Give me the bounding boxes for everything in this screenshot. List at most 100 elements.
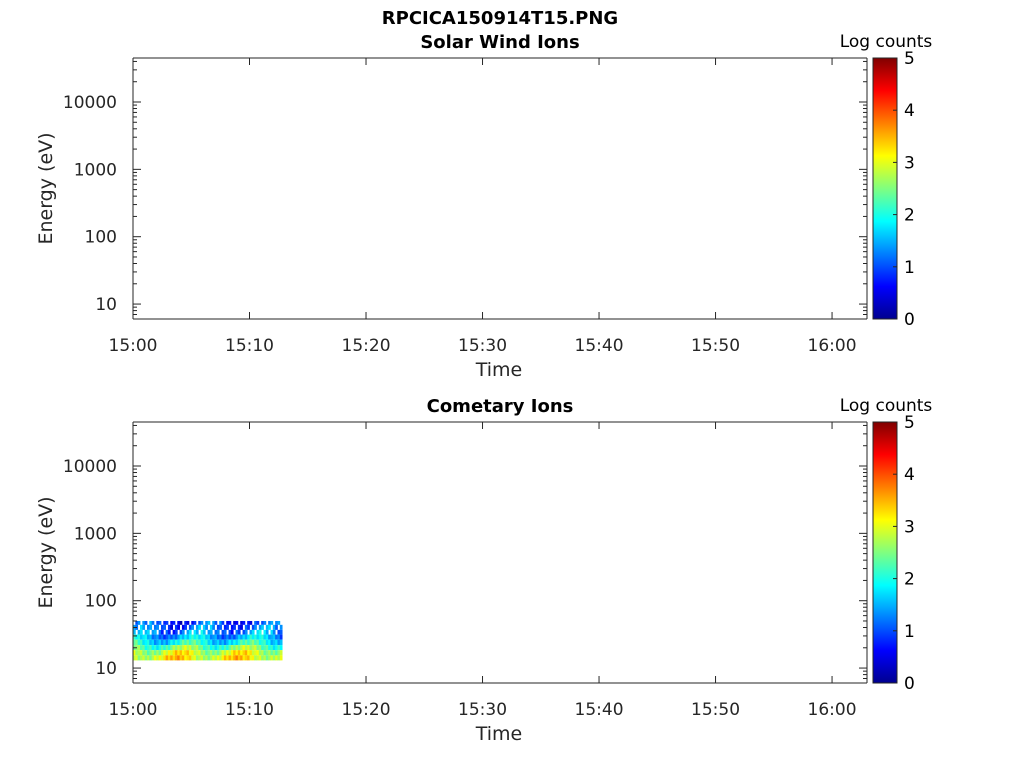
data-cell — [163, 624, 167, 630]
data-cell — [207, 645, 211, 651]
x-tick-label: 15:00 — [109, 336, 158, 356]
data-cell — [198, 650, 201, 656]
data-cell — [263, 655, 267, 661]
data-cell — [137, 629, 141, 635]
data-cell — [237, 634, 241, 640]
data-cell — [165, 634, 169, 640]
data-cell — [244, 639, 248, 646]
data-cell — [237, 629, 241, 635]
data-cell — [254, 639, 257, 646]
data-cell — [256, 634, 260, 640]
data-cell — [202, 634, 206, 640]
data-cell — [186, 639, 190, 646]
data-cell — [160, 634, 164, 640]
data-cell — [174, 650, 178, 656]
data-cell — [179, 645, 183, 651]
data-cell — [265, 634, 269, 640]
data-cell — [226, 639, 229, 646]
data-cell — [172, 620, 176, 625]
data-cell — [226, 655, 229, 661]
data-cell — [165, 655, 169, 661]
data-cell — [202, 624, 206, 630]
data-cell — [146, 634, 150, 640]
data-cell — [247, 620, 250, 625]
colorbar: Log counts 0 1 2 3 4 5 — [840, 396, 933, 694]
data-cell — [272, 624, 276, 630]
colorbar-tick-label: 4 — [904, 101, 915, 121]
x-tick-label: 15:10 — [225, 336, 274, 356]
data-cell — [156, 624, 160, 630]
data-cell — [184, 639, 187, 646]
data-cell — [142, 624, 146, 630]
data-cell — [226, 620, 229, 625]
data-cell — [167, 645, 171, 651]
data-cell — [146, 645, 150, 651]
data-cell — [268, 634, 271, 640]
data-cell — [153, 655, 157, 661]
colorbar-gradient — [873, 58, 897, 319]
data-cell — [212, 639, 215, 646]
data-cell — [270, 645, 274, 651]
data-cell — [270, 629, 274, 635]
data-cell — [219, 645, 222, 651]
data-cell — [198, 620, 201, 625]
data-cell — [268, 650, 271, 656]
data-cell — [186, 634, 190, 640]
data-cell — [188, 639, 192, 646]
data-cell — [263, 629, 267, 635]
colorbar-tick-label: 5 — [904, 413, 915, 433]
data-cell — [228, 645, 232, 651]
data-cell — [135, 650, 139, 656]
data-cell — [193, 645, 197, 651]
data-cell — [200, 639, 204, 646]
data-cell — [261, 639, 264, 646]
x-tick-label: 15:40 — [575, 700, 624, 720]
data-cell — [163, 634, 167, 640]
data-cell — [188, 629, 192, 635]
data-cell — [261, 655, 264, 661]
data-cell — [212, 645, 215, 651]
data-cell — [200, 620, 204, 625]
data-cell — [272, 655, 276, 661]
data-cell — [265, 645, 269, 651]
data-cell — [177, 650, 180, 656]
data-cell — [172, 634, 176, 640]
data-cell — [160, 624, 164, 630]
panel-title: Cometary Ions — [427, 396, 574, 417]
colorbar-label: Log counts — [840, 396, 933, 416]
data-cell — [256, 645, 260, 651]
data-cell — [200, 650, 204, 656]
data-cell — [207, 620, 211, 625]
data-cell — [186, 629, 190, 635]
data-cell — [151, 629, 155, 635]
data-cell — [279, 639, 283, 646]
data-cell — [133, 639, 136, 646]
data-cell — [158, 650, 162, 656]
data-cell — [160, 655, 164, 661]
data-cell — [226, 634, 229, 640]
data-cell — [270, 620, 274, 625]
data-cell — [277, 620, 281, 625]
data-cell — [258, 639, 262, 646]
data-cell — [170, 655, 174, 661]
data-cell — [181, 634, 185, 640]
data-cell — [156, 655, 160, 661]
y-tick-label: 10000 — [63, 457, 117, 477]
data-cell — [265, 650, 269, 656]
data-cell — [181, 624, 185, 630]
data-cell — [228, 639, 232, 646]
data-cell — [174, 634, 178, 640]
data-cell — [272, 629, 276, 635]
data-cell — [247, 655, 250, 661]
data-cell — [209, 634, 213, 640]
data-cell — [158, 620, 162, 625]
data-cell — [135, 639, 139, 646]
data-cell — [223, 624, 227, 630]
data-cell — [258, 655, 262, 661]
data-cell — [233, 620, 236, 625]
data-cell — [254, 655, 257, 661]
y-tick-label: 10 — [95, 295, 117, 315]
data-cell — [275, 650, 278, 656]
data-cell — [251, 650, 255, 656]
data-cell — [207, 629, 211, 635]
